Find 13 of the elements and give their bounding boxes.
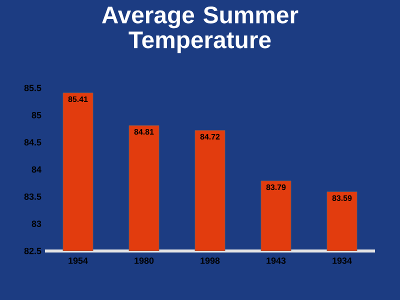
x-tick-label: 1954 xyxy=(68,258,88,264)
x-tick-label: 1980 xyxy=(134,258,154,264)
y-tick-label: 84 xyxy=(32,166,42,173)
y-tick-label: 84.5 xyxy=(24,139,42,146)
chart-title: Average Summer Temperature xyxy=(102,6,298,54)
y-tick-label: 85 xyxy=(32,112,42,118)
y-tick-label: 83 xyxy=(32,220,42,228)
x-tick-label: 1943 xyxy=(266,258,286,264)
x-tick-label: 1934 xyxy=(332,258,352,264)
y-tick-label: 85.5 xyxy=(24,84,42,92)
y-tick-label: 82.5 xyxy=(24,248,42,254)
y-tick-label: 83.5 xyxy=(24,193,42,200)
x-tick-label: 1998 xyxy=(200,258,220,264)
